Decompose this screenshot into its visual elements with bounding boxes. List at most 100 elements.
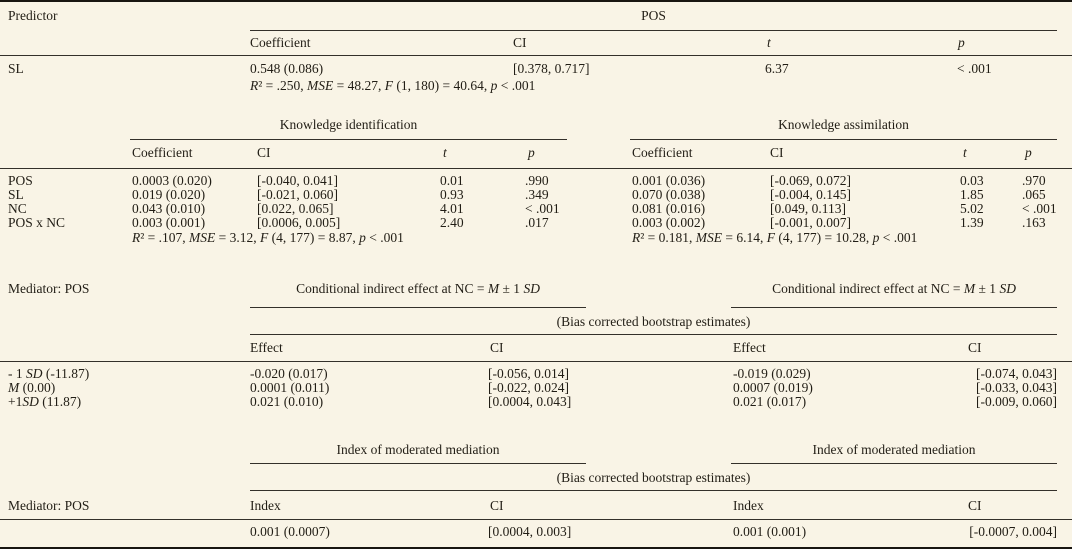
col-header-coefficient: Coefficient — [632, 145, 693, 160]
cell-effect: -0.020 (0.017) — [250, 366, 328, 381]
rule — [250, 463, 586, 464]
col-header-ci: CI — [513, 35, 527, 50]
rule — [250, 334, 1057, 335]
rule — [731, 307, 1057, 308]
rule — [130, 139, 567, 140]
cell-coefficient: 0.019 (0.020) — [132, 187, 206, 202]
col-header-coefficient: Coefficient — [250, 35, 311, 50]
col-header-effect: Effect — [250, 340, 283, 355]
cell-coefficient: 0.001 (0.036) — [632, 173, 706, 188]
cell-ci: [0.0004, 0.003] — [488, 524, 572, 539]
cell-index: 0.001 (0.001) — [733, 524, 807, 539]
row-label-sl: SL — [8, 61, 24, 76]
rule — [250, 30, 1057, 31]
group-header-pos: POS — [641, 8, 666, 23]
rule — [250, 490, 1057, 491]
row-label: POS — [8, 173, 33, 188]
cell-coefficient: 0.003 (0.001) — [132, 215, 206, 230]
model-stats: R² = .250, MSE = 48.27, F (1, 180) = 40.… — [250, 78, 536, 93]
cell-ci: [-0.009, 0.060] — [976, 394, 1057, 409]
rule — [250, 307, 586, 308]
bias-corrected-note: (Bias corrected bootstrap estimates) — [556, 314, 751, 329]
cell-ci: [-0.001, 0.007] — [770, 215, 851, 230]
cell-effect: 0.021 (0.010) — [250, 394, 324, 409]
cell-ci: [-0.069, 0.072] — [770, 173, 851, 188]
row-label: POS x NC — [8, 215, 66, 230]
row-label-minus-1sd: - 1 SD (-11.87) — [8, 366, 90, 381]
cell-index: 0.001 (0.0007) — [250, 524, 330, 539]
cell-effect: -0.019 (0.029) — [733, 366, 811, 381]
cell-t: 2.40 — [440, 215, 464, 230]
row-label: SL — [8, 187, 24, 202]
cell-p: .163 — [1022, 215, 1046, 230]
cell-p: < .001 — [957, 61, 992, 76]
cell-t: 6.37 — [765, 61, 789, 76]
cell-t: 1.85 — [960, 187, 984, 202]
rule — [0, 361, 1072, 362]
group-header-index-of-moderated-mediation: Index of moderated mediation — [336, 442, 500, 457]
cell-coefficient: 0.081 (0.016) — [632, 201, 706, 216]
model-stats: R² = 0.181, MSE = 6.14, F (4, 177) = 10.… — [632, 230, 918, 245]
cell-ci: [-0.056, 0.014] — [488, 366, 569, 381]
col-header-ci: CI — [490, 340, 504, 355]
col-header-ci: CI — [770, 145, 784, 160]
cell-t: 0.01 — [440, 173, 464, 188]
predictor-header: Predictor — [8, 8, 58, 23]
col-header-p: p — [958, 35, 965, 50]
bias-corrected-note: (Bias corrected bootstrap estimates) — [556, 470, 751, 485]
row-label-plus-1sd: +1SD (11.87) — [8, 394, 82, 409]
rule — [630, 139, 1057, 140]
cell-t: 1.39 — [960, 215, 984, 230]
cell-ci: [0.378, 0.717] — [513, 61, 590, 76]
cell-p: .349 — [525, 187, 549, 202]
cell-p: .970 — [1022, 173, 1046, 188]
cell-p: .065 — [1022, 187, 1046, 202]
col-header-ci: CI — [490, 498, 504, 513]
group-header-index-of-moderated-mediation: Index of moderated mediation — [812, 442, 976, 457]
cell-t: 0.03 — [960, 173, 984, 188]
cell-ci: [0.0006, 0.005] — [257, 215, 341, 230]
row-label-mean: M (0.00) — [8, 380, 56, 395]
cell-p: < .001 — [1022, 201, 1057, 216]
cell-ci: [0.022, 0.065] — [257, 201, 334, 216]
model-stats: R² = .107, MSE = 3.12, F (4, 177) = 8.87… — [132, 230, 404, 245]
cell-p: .990 — [525, 173, 549, 188]
group-header-conditional-indirect-effect: Conditional indirect effect at NC = M ± … — [772, 281, 1016, 296]
cell-t: 5.02 — [960, 201, 984, 216]
cell-coefficient: 0.043 (0.010) — [132, 201, 206, 216]
cell-coefficient: 0.003 (0.002) — [632, 215, 706, 230]
cell-coefficient: 0.548 (0.086) — [250, 61, 324, 76]
col-header-effect: Effect — [733, 340, 766, 355]
col-header-ci: CI — [257, 145, 271, 160]
cell-ci: [-0.040, 0.041] — [257, 173, 338, 188]
col-header-p: p — [528, 145, 535, 160]
col-header-ci: CI — [968, 340, 982, 355]
group-header-conditional-indirect-effect: Conditional indirect effect at NC = M ± … — [296, 281, 540, 296]
cell-ci: [-0.0007, 0.004] — [969, 524, 1057, 539]
cell-coefficient: 0.0003 (0.020) — [132, 173, 212, 188]
rule — [0, 55, 1072, 56]
col-header-t: t — [963, 145, 967, 160]
col-header-p: p — [1025, 145, 1032, 160]
cell-p: .017 — [525, 215, 549, 230]
cell-ci: [0.0004, 0.043] — [488, 394, 572, 409]
cell-ci: [-0.074, 0.043] — [976, 366, 1057, 381]
cell-ci: [-0.033, 0.043] — [976, 380, 1057, 395]
cell-ci: [-0.021, 0.060] — [257, 187, 338, 202]
col-header-index: Index — [250, 498, 281, 513]
cell-ci: [0.049, 0.113] — [770, 201, 846, 216]
group-header-knowledge-identification: Knowledge identification — [279, 117, 418, 132]
col-header-index: Index — [733, 498, 764, 513]
cell-effect: 0.0001 (0.011) — [250, 380, 330, 395]
mediator-label: Mediator: POS — [8, 498, 90, 513]
col-header-t: t — [767, 35, 771, 50]
col-header-coefficient: Coefficient — [132, 145, 193, 160]
row-label: NC — [8, 201, 27, 216]
cell-t: 4.01 — [440, 201, 464, 216]
cell-p: < .001 — [525, 201, 560, 216]
col-header-ci: CI — [968, 498, 982, 513]
rule — [0, 168, 1072, 169]
cell-ci: [-0.022, 0.024] — [488, 380, 569, 395]
col-header-t: t — [443, 145, 447, 160]
